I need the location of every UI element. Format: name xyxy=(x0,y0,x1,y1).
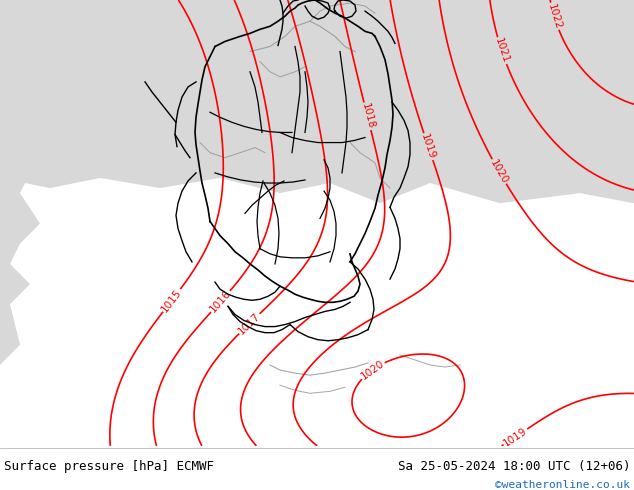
Text: 1020: 1020 xyxy=(359,358,386,382)
Text: Sa 25-05-2024 18:00 UTC (12+06): Sa 25-05-2024 18:00 UTC (12+06) xyxy=(398,460,630,473)
Text: ©weatheronline.co.uk: ©weatheronline.co.uk xyxy=(495,480,630,490)
Text: 1019: 1019 xyxy=(501,425,529,448)
Text: 1017: 1017 xyxy=(236,311,262,336)
Text: 1022: 1022 xyxy=(546,2,563,30)
Text: 1018: 1018 xyxy=(359,102,375,130)
Polygon shape xyxy=(0,163,40,446)
Text: 1021: 1021 xyxy=(493,37,510,65)
Text: 1019: 1019 xyxy=(420,132,437,161)
Text: 1020: 1020 xyxy=(488,158,510,185)
Text: 1015: 1015 xyxy=(160,287,184,314)
Text: Surface pressure [hPa] ECMWF: Surface pressure [hPa] ECMWF xyxy=(4,460,214,473)
Polygon shape xyxy=(0,0,100,122)
Polygon shape xyxy=(0,0,634,203)
Text: 1016: 1016 xyxy=(208,289,233,315)
